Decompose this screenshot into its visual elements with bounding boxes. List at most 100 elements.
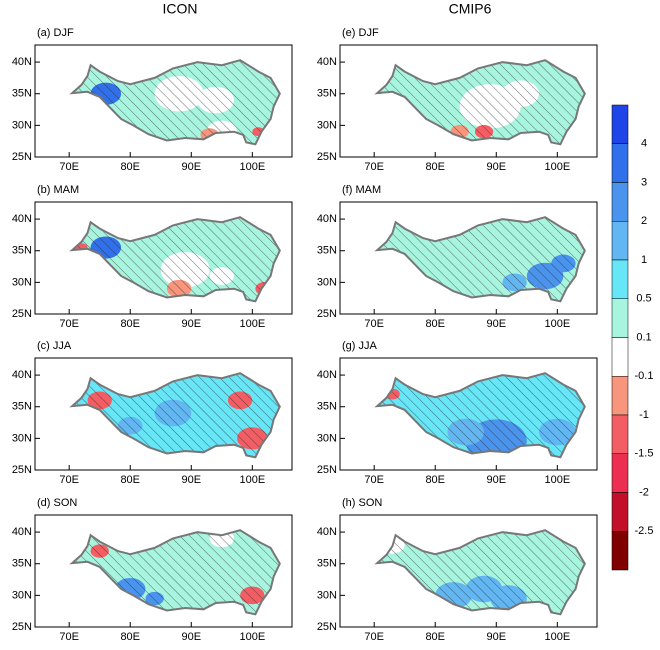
x-tick-label: 100E <box>239 474 265 486</box>
colorbar-box <box>611 143 629 183</box>
colorbar-box <box>611 492 629 532</box>
x-tick-label: 90E <box>181 161 201 173</box>
colorbar-label: 3 <box>641 176 647 188</box>
x-tick-label: 90E <box>486 161 506 173</box>
hatching <box>72 60 280 145</box>
column-title: CMIP6 <box>449 1 492 17</box>
panel: (e) DJF 70E 80E 90E 100E 25N 30N 35N 40N <box>317 27 598 173</box>
y-tick-label: 40N <box>12 213 32 225</box>
y-tick-label: 35N <box>317 558 337 570</box>
y-tick-label: 25N <box>317 464 337 476</box>
x-tick-label: 80E <box>425 474 445 486</box>
y-tick-label: 30N <box>12 589 32 601</box>
y-tick-label: 40N <box>12 56 32 68</box>
field <box>72 530 280 615</box>
y-tick-label: 25N <box>317 151 337 163</box>
hatching <box>377 530 585 615</box>
colorbar-label: -0.1 <box>635 370 654 382</box>
colorbar-box <box>611 414 629 454</box>
colorbar-box <box>611 221 629 261</box>
y-tick-label: 40N <box>317 526 337 538</box>
x-tick-label: 90E <box>181 631 201 643</box>
field <box>72 60 280 145</box>
y-tick-label: 35N <box>12 558 32 570</box>
y-tick-label: 25N <box>12 151 32 163</box>
x-tick-label: 90E <box>181 318 201 330</box>
y-tick-label: 25N <box>12 621 32 633</box>
x-tick-label: 100E <box>544 474 570 486</box>
colorbar-box <box>611 337 629 377</box>
y-tick-label: 35N <box>12 245 32 257</box>
plateau-outline <box>374 372 586 459</box>
field <box>377 60 585 145</box>
x-tick-label: 70E <box>59 161 79 173</box>
x-tick-label: 100E <box>544 318 570 330</box>
hatching <box>377 217 585 302</box>
colorbar-label: -1.5 <box>635 448 654 460</box>
panel: (g) JJA 70E 80E 90E 100E 25N 30N 35N 40N <box>317 340 598 486</box>
colorbar-label: 2 <box>641 215 647 227</box>
x-tick-label: 90E <box>486 318 506 330</box>
x-tick-label: 80E <box>425 318 445 330</box>
colorbar-label: 0.1 <box>636 331 651 343</box>
hatching <box>377 60 585 145</box>
colorbar-box <box>611 453 629 493</box>
x-tick-label: 70E <box>59 631 79 643</box>
x-tick-label: 100E <box>544 631 570 643</box>
x-tick-label: 70E <box>364 318 384 330</box>
colorbar-box <box>611 376 629 416</box>
y-tick-label: 30N <box>12 432 32 444</box>
x-tick-label: 90E <box>486 631 506 643</box>
y-tick-label: 25N <box>317 621 337 633</box>
hatching <box>72 530 280 615</box>
y-tick-label: 30N <box>317 119 337 131</box>
panel-label: (e) DJF <box>342 27 379 39</box>
y-tick-label: 35N <box>12 88 32 100</box>
y-tick-label: 25N <box>317 308 337 320</box>
panel: (c) JJA 70E 80E 90E 100E 25N 30N 35N 40N <box>12 340 293 486</box>
colorbar-box <box>611 259 629 299</box>
colorbar-label: 0.5 <box>636 293 651 305</box>
y-tick-label: 30N <box>12 119 32 131</box>
y-tick-label: 35N <box>317 88 337 100</box>
plateau-outline <box>69 372 281 459</box>
x-tick-label: 100E <box>544 161 570 173</box>
x-tick-label: 80E <box>120 161 140 173</box>
y-tick-label: 30N <box>12 276 32 288</box>
plateau-outline <box>69 59 281 146</box>
y-tick-label: 25N <box>12 464 32 476</box>
x-tick-label: 80E <box>120 474 140 486</box>
plateau-outline <box>69 529 281 616</box>
x-tick-label: 80E <box>120 318 140 330</box>
plateau-outline <box>374 529 586 616</box>
x-tick-label: 90E <box>486 474 506 486</box>
x-tick-label: 100E <box>239 631 265 643</box>
panel-label: (f) MAM <box>342 184 381 196</box>
y-tick-label: 40N <box>317 56 337 68</box>
panel-label: (d) SON <box>37 497 77 509</box>
hatching <box>72 373 280 458</box>
panel-label: (h) SON <box>342 497 382 509</box>
panel-label: (a) DJF <box>37 27 74 39</box>
colorbar-box <box>611 298 629 338</box>
y-tick-label: 30N <box>317 276 337 288</box>
panel: (b) MAM 70E 80E 90E 100E 25N 30N 35N 40N <box>12 184 293 330</box>
panel: (a) DJF 70E 80E 90E 100E 25N 30N 35N 40N <box>12 27 293 173</box>
panel: (f) MAM 70E 80E 90E 100E 25N 30N 35N 40N <box>317 184 598 330</box>
y-tick-label: 40N <box>317 369 337 381</box>
plateau-outline <box>69 216 281 303</box>
x-tick-label: 80E <box>425 161 445 173</box>
x-tick-label: 100E <box>239 318 265 330</box>
field <box>377 530 585 615</box>
colorbar-box <box>611 531 629 571</box>
y-tick-label: 35N <box>317 245 337 257</box>
colorbar-label: -1 <box>639 409 649 421</box>
field <box>72 373 280 458</box>
y-tick-label: 30N <box>317 589 337 601</box>
hatching <box>72 217 280 302</box>
colorbar-box <box>611 182 629 222</box>
x-tick-label: 100E <box>239 161 265 173</box>
colorbar-label: 4 <box>641 138 647 150</box>
x-tick-label: 80E <box>120 631 140 643</box>
